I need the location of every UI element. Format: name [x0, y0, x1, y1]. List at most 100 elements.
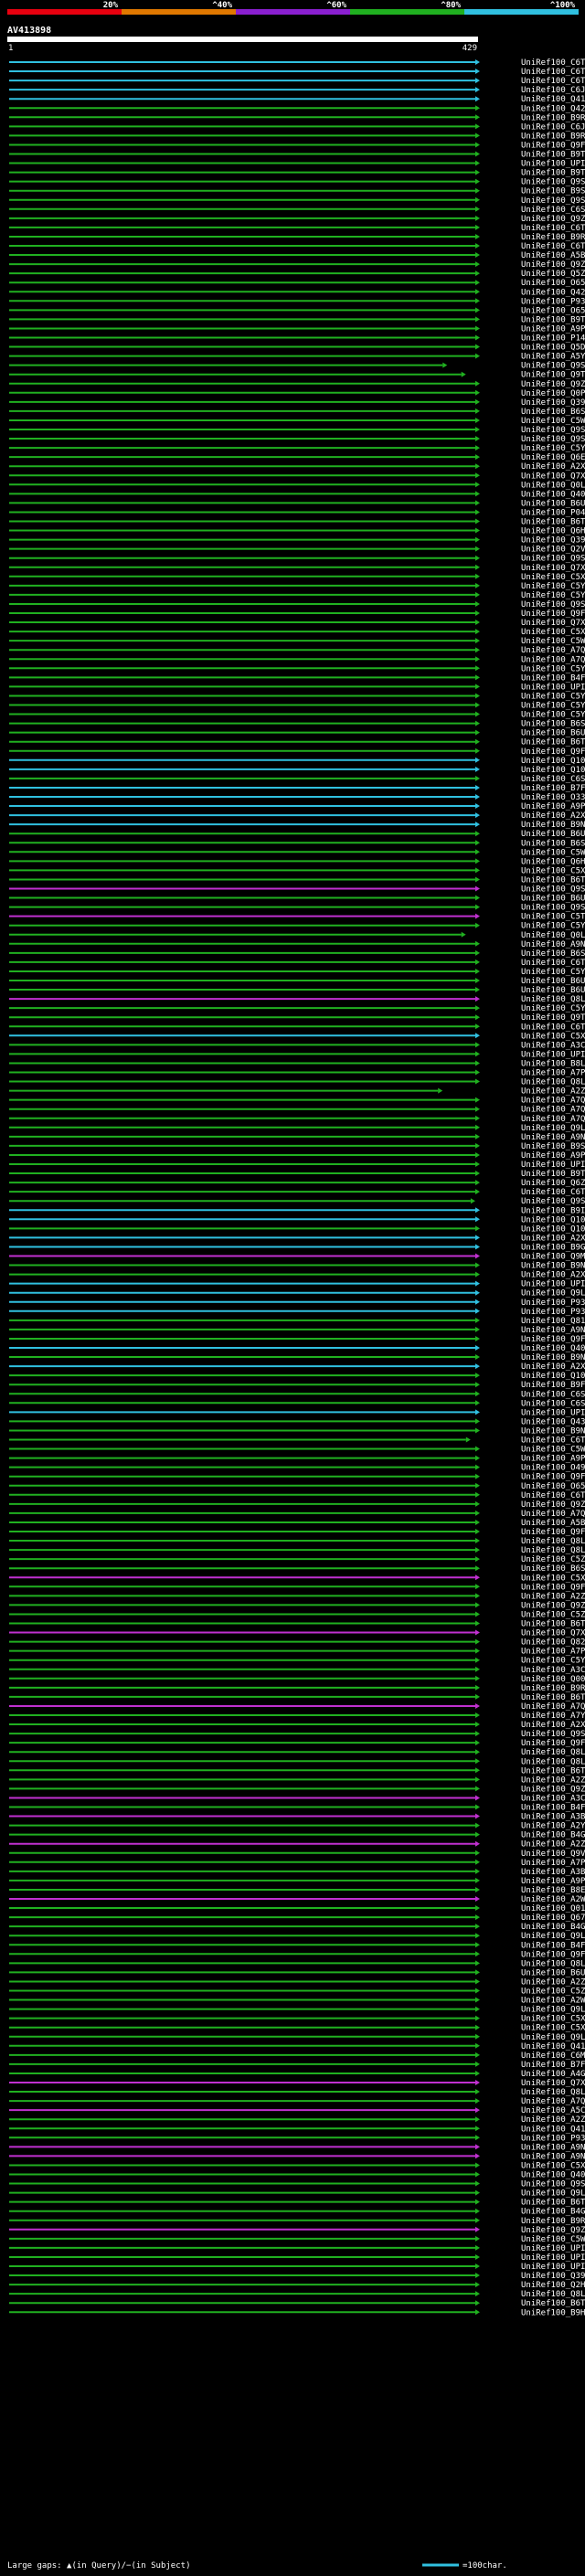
hit-label[interactable]: UniRef100_Q9S3D6 [521, 196, 585, 206]
hit-label[interactable]: UniRef100_Q10T25 [521, 757, 585, 766]
hit-label[interactable]: UniRef100_C5X3J9 [521, 2015, 585, 2024]
hit-label[interactable]: UniRef100_Q0LEB0 [521, 481, 585, 490]
hit-label[interactable]: UniRef100_B6UGA2 [521, 977, 585, 986]
hit-label[interactable]: UniRef100_B9RHD2 [521, 2217, 585, 2226]
hit-label[interactable]: UniRef100_C6SYY3 [521, 775, 585, 784]
hit-label[interactable]: UniRef100_Q9ZTW2 [521, 260, 585, 270]
hit-label[interactable]: UniRef100_Q8LK71 [521, 995, 585, 1004]
hit-label[interactable]: UniRef100_Q43522 [521, 1417, 585, 1426]
hit-label[interactable]: UniRef100_B9RUN7 [521, 233, 585, 242]
hit-label[interactable]: UniRef100_Q9FXS2 [521, 747, 585, 757]
hit-label[interactable]: UniRef100_Q9FSM7 [521, 1583, 585, 1592]
hit-label[interactable]: UniRef100_B6TWU3 [521, 2199, 585, 2208]
hit-label[interactable]: UniRef100_A2XWA1 [521, 1721, 585, 1730]
hit-label[interactable]: UniRef100_C6TOL1 [521, 242, 585, 251]
hit-label[interactable]: UniRef100_Q9SET1 [521, 2180, 585, 2189]
hit-label[interactable]: UniRef100_Q5ZMV0 [521, 270, 585, 279]
hit-label[interactable]: UniRef100_A9P856 [521, 1877, 585, 1886]
hit-label[interactable]: UniRef100_C5WMU9 [521, 848, 585, 857]
hit-label[interactable]: UniRef100_Q7XLD7 [521, 1629, 585, 1638]
hit-label[interactable]: UniRef100_Q9FJS1 [521, 610, 585, 619]
hit-label[interactable]: UniRef100_Q9S7Q3 [521, 600, 585, 610]
hit-label[interactable]: UniRef100_C6T127 [521, 68, 585, 77]
hit-label[interactable]: UniRef100_C6TMX6 [521, 1188, 585, 1197]
hit-label[interactable]: UniRef100_Q41289 [521, 2125, 585, 2134]
hit-label[interactable]: UniRef100_A5BNJ7 [521, 1519, 585, 1528]
hit-label[interactable]: UniRef100_UPI000... [521, 2244, 585, 2253]
hit-label[interactable]: UniRef100_Q9LYW7 [521, 1932, 585, 1941]
hit-label[interactable]: UniRef100_P04854 [521, 508, 585, 517]
hit-label[interactable]: UniRef100_C6T334 [521, 77, 585, 86]
hit-label[interactable]: UniRef100_Q7XT29 [521, 619, 585, 628]
hit-label[interactable]: UniRef100_Q9T5S2 [521, 371, 585, 380]
hit-label[interactable]: UniRef100_C6MYV5 [521, 2051, 585, 2061]
hit-label[interactable]: UniRef100_B6UG74 [521, 729, 585, 738]
hit-label[interactable]: UniRef100_Q9S7E5 [521, 435, 585, 444]
hit-label[interactable]: UniRef100_C5XHM5 [521, 1574, 585, 1583]
hit-label[interactable]: UniRef100_Q9FWP4 [521, 1950, 585, 1959]
hit-label[interactable]: UniRef100_C5X6K1 [521, 866, 585, 875]
hit-label[interactable]: UniRef100_B9T4X4 [521, 151, 585, 160]
hit-label[interactable]: UniRef100_Q9S7Z4 [521, 362, 585, 371]
hit-label[interactable]: UniRef100_C6JV31 [521, 86, 585, 95]
hit-label[interactable]: UniRef100_B8ECY9 [521, 1886, 585, 1895]
hit-label[interactable]: UniRef100_C6T126 [521, 58, 585, 68]
hit-label[interactable]: UniRef100_A2XWA0 [521, 462, 585, 472]
hit-label[interactable]: UniRef100_A2WNV0 [521, 1895, 585, 1904]
hit-label[interactable]: UniRef100_Q8LDJ2 [521, 1537, 585, 1546]
hit-label[interactable]: UniRef100_C5Z245 [521, 1555, 585, 1564]
hit-label[interactable]: UniRef100_B9N9K1 [521, 1262, 585, 1271]
hit-label[interactable]: UniRef100_A9NIE6 [521, 1326, 585, 1335]
hit-label[interactable]: UniRef100_Q9FWP9 [521, 1335, 585, 1344]
hit-label[interactable]: UniRef100_Q0PIW2 [521, 389, 585, 398]
hit-label[interactable]: UniRef100_B6TLL4 [521, 2299, 585, 2308]
hit-label[interactable]: UniRef100_Q10T24 [521, 766, 585, 775]
hit-label[interactable]: UniRef100_B4FPP3 [521, 1804, 585, 1813]
hit-label[interactable]: UniRef100_A7QYA3 [521, 1106, 585, 1115]
hit-label[interactable]: UniRef100_A5B263 [521, 251, 585, 260]
hit-label[interactable]: UniRef100_C5YDJ2 [521, 922, 585, 931]
hit-label[interactable]: UniRef100_C5XUS4 [521, 573, 585, 582]
hit-label[interactable]: UniRef100_Q8LGR6 [521, 2088, 585, 2097]
hit-label[interactable]: UniRef100_C6T120 [521, 1491, 585, 1500]
hit-label[interactable]: UniRef100_B6U6D2 [521, 1968, 585, 1977]
hit-label[interactable]: UniRef100_C5WSJ6 [521, 2235, 585, 2244]
hit-label[interactable]: UniRef100_Q39100 [521, 398, 585, 408]
hit-label[interactable]: UniRef100_Q8LM52 [521, 1748, 585, 1757]
hit-label[interactable]: UniRef100_C6S3D2 [521, 206, 585, 215]
hit-label[interactable]: UniRef100_Q01595 [521, 1904, 585, 1913]
hit-label[interactable]: UniRef100_A9NZK0 [521, 2143, 585, 2152]
hit-label[interactable]: UniRef100_A9PF92 [521, 1455, 585, 1464]
hit-label[interactable]: UniRef100_B9T4X3 [521, 169, 585, 178]
hit-label[interactable]: UniRef100_B6U436 [521, 895, 585, 904]
hit-label[interactable]: UniRef100_A2Z2T6 [521, 1087, 585, 1097]
hit-label[interactable]: UniRef100_UPI000... [521, 1280, 585, 1289]
hit-label[interactable]: UniRef100_Q9ZR02 [521, 2226, 585, 2235]
hit-label[interactable]: UniRef100_Q9SU32 [521, 1197, 585, 1206]
hit-label[interactable]: UniRef100_Q9FWP0 [521, 1739, 585, 1748]
hit-label[interactable]: UniRef100_Q9ZW16 [521, 380, 585, 389]
hit-label[interactable]: UniRef100_A4G765 [521, 2070, 585, 2079]
hit-label[interactable]: UniRef100_A3C826 [521, 1794, 585, 1803]
hit-label[interactable]: UniRef100_A2ZA25 [521, 1776, 585, 1785]
hit-label[interactable]: UniRef100_Q81318 [521, 1317, 585, 1326]
hit-label[interactable]: UniRef100_A9NIT1 [521, 2152, 585, 2161]
hit-label[interactable]: UniRef100_Q9SU33 [521, 904, 585, 913]
hit-label[interactable]: UniRef100_C6T515 [521, 959, 585, 968]
hit-label[interactable]: UniRef100_B9HDD2 [521, 2308, 585, 2317]
hit-label[interactable]: UniRef100_A2XBJ0 [521, 1234, 585, 1243]
hit-label[interactable]: UniRef100_C6SZG2 [521, 1390, 585, 1399]
hit-label[interactable]: UniRef100_Q9ZTY2 [521, 1601, 585, 1610]
hit-label[interactable]: UniRef100_Q8LJF8 [521, 2290, 585, 2299]
hit-label[interactable]: UniRef100_A2XBH9 [521, 811, 585, 821]
hit-label[interactable]: UniRef100_Q7XUL2 [521, 564, 585, 573]
hit-label[interactable]: UniRef100_Q6Z509 [521, 1179, 585, 1188]
hit-label[interactable]: UniRef100_Q42487 [521, 288, 585, 297]
hit-label[interactable]: UniRef100_Q9ZWS8 [521, 1500, 585, 1510]
hit-label[interactable]: UniRef100_B6T026 [521, 875, 585, 885]
hit-label[interactable]: UniRef100_Q6H0L9 [521, 527, 585, 536]
hit-label[interactable]: UniRef100_A3B7K1 [521, 1813, 585, 1822]
hit-label[interactable]: UniRef100_A9PHT6 [521, 802, 585, 811]
hit-label[interactable]: UniRef100_Q40335 [521, 490, 585, 499]
hit-label[interactable]: UniRef100_B6UG81 [521, 986, 585, 995]
